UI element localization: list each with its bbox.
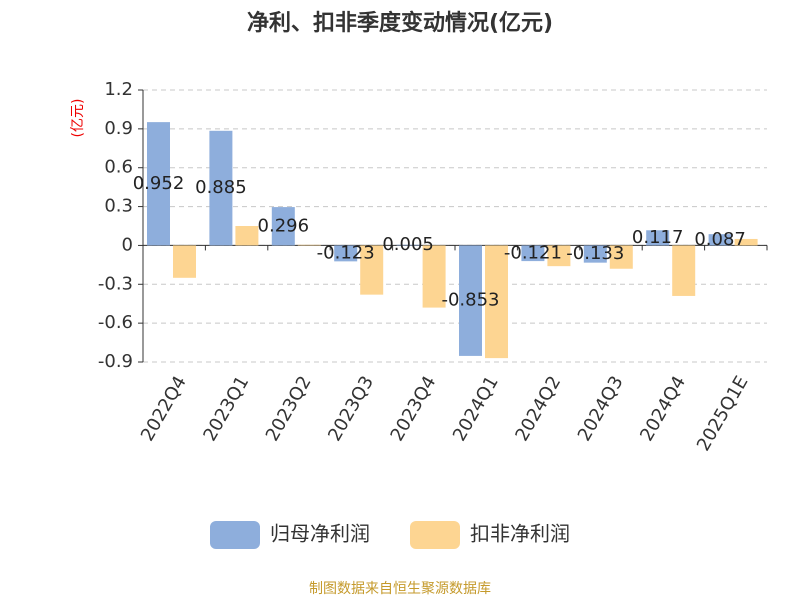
bar <box>396 244 420 246</box>
bar <box>360 245 384 295</box>
y-tick-label: -0.3 <box>98 273 133 294</box>
y-axis-label: (亿元) <box>70 99 86 138</box>
data-label: 0.885 <box>195 177 247 198</box>
chart-title: 净利、扣非季度变动情况(亿元) <box>247 10 553 36</box>
y-tick-label: 1.2 <box>104 79 133 100</box>
data-label: 0.117 <box>632 227 684 248</box>
legend-swatch <box>210 521 260 549</box>
bar <box>547 245 571 267</box>
bar <box>271 207 295 246</box>
x-tick-label: 2024Q2 <box>511 373 565 445</box>
bar <box>734 238 758 246</box>
x-tick-label: 2023Q2 <box>262 373 316 445</box>
data-label: 0.296 <box>258 215 310 236</box>
data-label: -0.853 <box>441 290 499 311</box>
data-label: 0.087 <box>694 229 746 250</box>
bar <box>708 234 732 246</box>
y-tick-label: -0.6 <box>98 312 133 333</box>
x-tick-label: 2022Q4 <box>137 373 191 445</box>
bar <box>485 245 508 359</box>
data-label: -0.133 <box>566 243 624 264</box>
bar <box>609 245 633 269</box>
bar <box>147 122 170 246</box>
bar <box>209 130 233 246</box>
data-label: -0.121 <box>504 242 562 263</box>
bar <box>235 226 259 246</box>
x-tick-label: 2024Q3 <box>574 373 628 445</box>
y-tick-label: 0.3 <box>104 196 133 217</box>
bar <box>646 230 670 246</box>
y-tick-label: 0.9 <box>104 118 133 139</box>
y-tick-label: 0.6 <box>104 157 133 178</box>
data-label: 0.005 <box>382 234 434 255</box>
bar <box>459 245 482 356</box>
bar <box>583 245 607 263</box>
y-tick-label: -0.9 <box>98 351 133 372</box>
x-tick-label: 2024Q4 <box>636 373 690 445</box>
bar <box>521 245 545 262</box>
x-tick-label: 2023Q4 <box>387 373 441 445</box>
source-note: 制图数据来自恒生聚源数据库 <box>309 581 491 597</box>
y-tick-label: 0 <box>122 234 133 255</box>
data-label: 0.952 <box>133 173 185 194</box>
x-tick-label: 2024Q1 <box>449 373 503 445</box>
x-tick-label: 2025Q1E <box>693 373 753 455</box>
bar <box>422 245 446 308</box>
bar <box>334 245 358 262</box>
legend-swatch <box>410 521 460 549</box>
x-tick-label: 2023Q3 <box>324 373 378 445</box>
bar <box>297 244 321 246</box>
legend-label: 归母净利润 <box>270 522 370 546</box>
legend-label: 扣非净利润 <box>470 522 570 546</box>
bar <box>173 245 196 278</box>
x-tick-label: 2023Q1 <box>199 373 253 445</box>
bar <box>672 245 696 296</box>
data-label: -0.123 <box>317 242 375 263</box>
